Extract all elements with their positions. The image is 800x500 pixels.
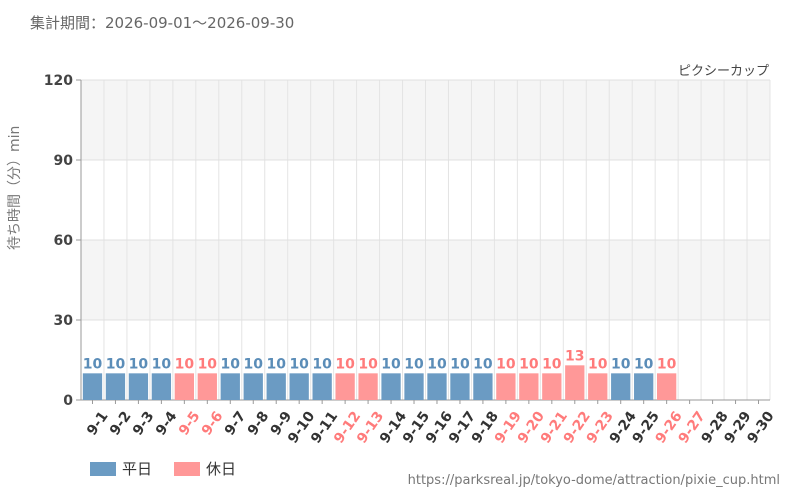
x-tick-label: 9-7 xyxy=(222,409,250,439)
data-label: 10 xyxy=(634,356,654,372)
data-label: 10 xyxy=(450,356,470,372)
data-label: 10 xyxy=(266,356,286,372)
legend-label-holiday: 休日 xyxy=(206,460,237,478)
data-label: 10 xyxy=(335,356,355,372)
legend-swatch-holiday xyxy=(174,461,201,476)
bar xyxy=(197,373,217,400)
bar xyxy=(519,373,539,400)
data-label: 10 xyxy=(657,356,677,372)
legend-item-holiday: 休日 xyxy=(174,458,236,479)
y-tick-label: 30 xyxy=(54,313,74,329)
legend-swatch-weekday xyxy=(90,461,116,476)
bar xyxy=(634,373,654,400)
data-label: 10 xyxy=(381,356,401,372)
data-label: 10 xyxy=(542,356,562,372)
data-label: 10 xyxy=(198,356,218,372)
bar xyxy=(243,373,263,400)
data-label: 10 xyxy=(473,356,493,372)
bar xyxy=(404,373,424,400)
collection-period: 集計期間：2026-09-01～2026-09-30 xyxy=(30,14,295,32)
data-label: 10 xyxy=(175,356,195,372)
data-label: 10 xyxy=(289,356,309,372)
data-label: 10 xyxy=(404,356,424,372)
data-label: 10 xyxy=(519,356,539,372)
bar xyxy=(312,373,332,400)
source-url: https://parksreal.jp/tokyo-dome/attracti… xyxy=(407,473,780,488)
data-label: 10 xyxy=(611,356,631,372)
legend-item-weekday: 平日 xyxy=(90,458,152,479)
bar xyxy=(289,373,309,400)
data-label: 10 xyxy=(221,356,241,372)
bar xyxy=(496,373,516,400)
bar xyxy=(611,373,631,400)
bar xyxy=(450,373,470,400)
x-tick-label: 9-3 xyxy=(130,409,158,439)
x-tick-label: 9-2 xyxy=(107,409,135,439)
data-label: 10 xyxy=(588,356,608,372)
x-tick-label: 9-6 xyxy=(199,409,227,439)
bar xyxy=(565,365,585,400)
x-tick-label: 9-4 xyxy=(153,408,181,438)
bar xyxy=(174,373,194,400)
data-label: 10 xyxy=(496,356,516,372)
data-label: 13 xyxy=(565,348,584,364)
legend-label-weekday: 平日 xyxy=(122,460,153,478)
data-label: 10 xyxy=(83,356,103,372)
bar xyxy=(335,373,355,400)
y-tick-label: 0 xyxy=(63,393,73,409)
legend: 平日 休日 xyxy=(90,458,236,479)
data-label: 10 xyxy=(427,356,447,372)
bar xyxy=(151,373,172,400)
data-label: 10 xyxy=(152,356,172,372)
bar xyxy=(427,373,447,400)
bar xyxy=(657,373,677,400)
bar xyxy=(542,373,562,400)
x-tick-label: 9-1 xyxy=(84,409,112,439)
y-tick-label: 60 xyxy=(54,233,74,249)
bar xyxy=(588,373,608,400)
bar xyxy=(220,373,240,400)
x-tick-label: 9-8 xyxy=(245,409,273,439)
bar xyxy=(381,373,401,400)
data-label: 10 xyxy=(106,356,126,372)
bar xyxy=(82,373,103,400)
data-label: 10 xyxy=(129,356,149,372)
bar xyxy=(128,373,149,400)
x-tick-label: 9-5 xyxy=(176,409,204,439)
bar xyxy=(358,373,378,400)
chart-title: ピクシーカップ xyxy=(677,64,769,79)
y-tick-label: 120 xyxy=(44,73,73,89)
bar xyxy=(105,373,126,400)
bar xyxy=(473,373,493,400)
bar xyxy=(266,373,286,400)
y-tick-label: 90 xyxy=(54,153,74,169)
data-label: 10 xyxy=(358,356,378,372)
data-label: 10 xyxy=(312,356,332,372)
data-label: 10 xyxy=(244,356,264,372)
